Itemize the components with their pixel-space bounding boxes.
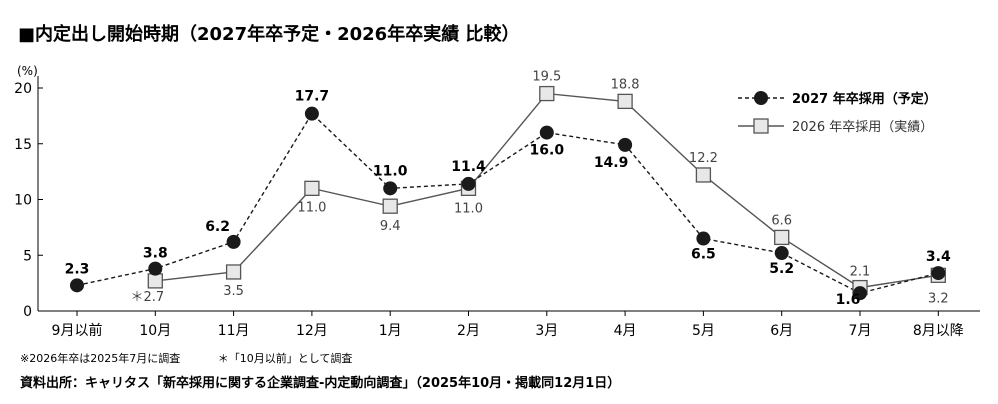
series-2026-data-label: 18.8 — [611, 77, 640, 92]
x-tick-label: 5月 — [692, 323, 715, 339]
x-tick-label: 6月 — [770, 323, 793, 339]
series-2026-point — [617, 93, 633, 110]
series-2027-line — [76, 112, 939, 294]
x-tick-label: 9月以前 — [52, 322, 103, 339]
series-2026-point — [147, 273, 163, 289]
y-tick-label: 15 — [14, 137, 32, 153]
source-line: 資料出所：キャリタス「新卒採用に関する企業調査-内定動向調査」（2025年10月… — [20, 376, 621, 391]
series-2027-data-label: 17.7 — [295, 89, 330, 105]
series-2027-point — [461, 176, 476, 191]
series-2026-data-label: 11.0 — [297, 200, 326, 215]
series-2026-point — [382, 198, 398, 214]
series-2027-data-label: 5.2 — [769, 261, 794, 277]
legend-2026-label: 2026 年卒採用（実績） — [792, 119, 933, 135]
x-tick-label: 3月 — [535, 323, 558, 339]
series-2027-point — [383, 181, 398, 196]
series-2027-data-label: 3.8 — [143, 246, 168, 262]
series-2027-point — [226, 234, 241, 249]
series-2027-point — [774, 246, 789, 261]
series-2027-data-label: 14.9 — [594, 155, 629, 171]
series-2026-data-label: 11.0 — [454, 201, 483, 216]
y-axis-unit: (%) — [17, 64, 38, 78]
series-2027-data-label: 2.3 — [65, 261, 90, 277]
series-2027-point — [696, 231, 711, 246]
series-2026-data-label: 9.4 — [380, 219, 401, 234]
survey-note: ※2026年卒は2025年7月に調査 — [20, 352, 181, 365]
series-2026-point — [225, 264, 242, 280]
series-2027-data-label: 16.0 — [530, 143, 565, 159]
series-2027-point — [70, 278, 84, 293]
series-2026-data-label: 19.5 — [532, 70, 561, 85]
series-2026-data-label: 2.1 — [850, 265, 871, 280]
y-tick-label: 10 — [14, 193, 32, 209]
x-tick-label: 11月 — [218, 323, 250, 339]
series-2026-data-label: 6.6 — [771, 213, 792, 228]
series-2027-point — [148, 261, 163, 276]
series-2026-data-label: 3.2 — [928, 291, 949, 306]
chart-title: ■内定出し開始時期（2027年卒予定・2026年卒実績 比較） — [18, 24, 520, 45]
series-2027-data-label: 6.2 — [205, 219, 230, 235]
series-2027-point — [931, 266, 946, 281]
series-2027-point — [853, 286, 867, 301]
legend-2026-marker — [753, 118, 769, 134]
y-tick-label: 20 — [14, 81, 32, 97]
legend-2027-label: 2027 年卒採用（予定） — [792, 91, 937, 107]
series-2026-data-label: 12.2 — [689, 151, 718, 166]
x-tick-label: 7月 — [849, 323, 872, 339]
series-2027-data-label: 11.0 — [373, 163, 408, 179]
series-2026-data-label: ＊2.7 — [130, 290, 164, 305]
series-2027-point — [539, 125, 554, 140]
x-tick-label: 4月 — [614, 323, 637, 339]
x-tick-label: 10月 — [139, 323, 171, 339]
series-2027-data-label: 3.4 — [926, 249, 951, 265]
series-2026-point — [695, 167, 712, 183]
series-2027-point — [618, 137, 633, 152]
x-tick-label: 12月 — [296, 323, 328, 339]
x-tick-label: 1月 — [379, 323, 402, 339]
x-tick-label: 2月 — [457, 323, 480, 339]
series-2027-data-label: 1.6 — [836, 292, 861, 308]
y-tick-label: 5 — [23, 248, 32, 264]
series-2027-data-label: 11.4 — [451, 159, 486, 175]
asterisk-note: ＊「10月以前」として調査 — [217, 352, 353, 365]
series-2026-data-label: 3.5 — [223, 284, 244, 299]
series-2026-point — [774, 229, 790, 246]
y-tick-label: 0 — [23, 304, 32, 320]
series-2026-point — [304, 180, 320, 197]
x-tick-label: 8月以降 — [913, 323, 964, 339]
series-2027-data-label: 6.5 — [691, 247, 716, 263]
footnote: ※2026年卒は2025年7月に調査 ＊「10月以前」として調査 — [20, 350, 352, 366]
legend-2027-marker — [754, 91, 768, 105]
series-2027-point — [304, 106, 319, 121]
series-2026-point — [539, 85, 555, 102]
